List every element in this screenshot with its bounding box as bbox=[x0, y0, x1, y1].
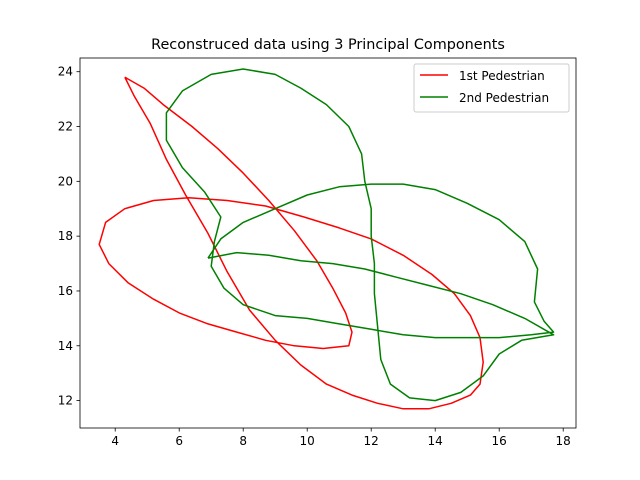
x-tick-label: 12 bbox=[364, 434, 379, 448]
y-tick-label: 20 bbox=[58, 174, 73, 188]
y-tick-label: 18 bbox=[58, 229, 73, 243]
x-tick-label: 18 bbox=[556, 434, 571, 448]
legend-label-1st-pedestrian: 1st Pedestrian bbox=[459, 69, 545, 83]
series-line-2 bbox=[165, 68, 555, 402]
x-tick-label: 8 bbox=[239, 434, 247, 448]
y-tick-label: 22 bbox=[58, 120, 73, 134]
y-tick-label: 14 bbox=[58, 339, 73, 353]
legend-label-2nd-pedestrian: 2nd Pedestrian bbox=[459, 91, 549, 105]
y-tick-label: 12 bbox=[58, 394, 73, 408]
plot-series bbox=[98, 68, 555, 410]
plot-frame bbox=[79, 57, 577, 429]
legend: 1st Pedestrian 2nd Pedestrian bbox=[413, 63, 570, 113]
y-axis-ticks: 12 14 16 18 20 22 24 bbox=[58, 65, 80, 408]
y-tick-label: 16 bbox=[58, 284, 73, 298]
x-tick-label: 6 bbox=[175, 434, 183, 448]
x-tick-label: 4 bbox=[111, 434, 119, 448]
legend-box bbox=[413, 63, 570, 113]
y-tick-label: 24 bbox=[58, 65, 73, 79]
x-tick-label: 16 bbox=[492, 434, 507, 448]
x-axis-ticks: 4 6 8 10 12 14 16 18 bbox=[111, 428, 571, 448]
x-tick-label: 14 bbox=[428, 434, 443, 448]
chart-title: Reconstruced data using 3 Principal Comp… bbox=[151, 37, 505, 53]
series-line-1 bbox=[98, 76, 484, 410]
x-tick-label: 10 bbox=[300, 434, 315, 448]
